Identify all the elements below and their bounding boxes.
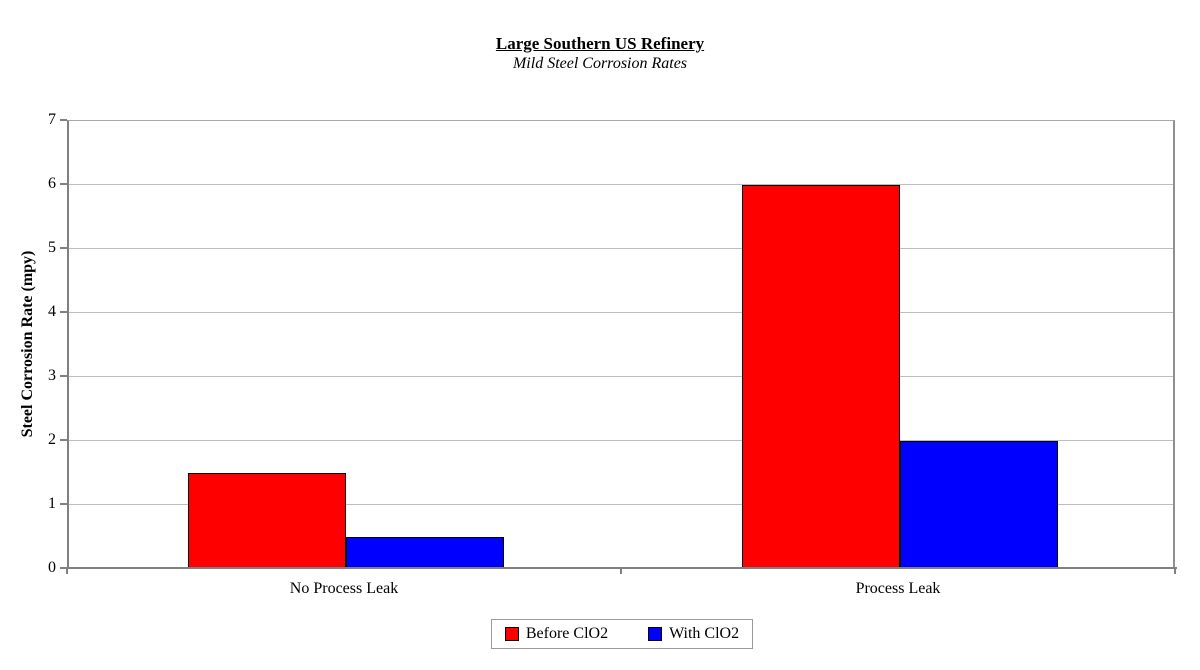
y-tick-label-6: 6 [48,175,56,192]
gridline-y2 [69,440,1173,441]
x-tick-mark-0 [66,568,68,574]
gridline-y6 [69,184,1173,185]
y-tick-mark-4 [60,311,67,313]
chart-title: Large Southern US Refinery [495,34,705,53]
y-tick-label-2: 2 [48,431,56,448]
chart-subtitle: Mild Steel Corrosion Rates [512,55,688,73]
legend-label: Before ClO2 [525,625,609,642]
y-tick-label-1: 1 [48,495,56,512]
gridline-y4 [69,312,1173,313]
y-tick-mark-1 [60,503,67,505]
y-tick-mark-0 [60,567,67,569]
bar-before-clo2-no-process-leak [188,473,346,569]
legend-entry-before-clo2: Before ClO2 [504,625,609,643]
legend-swatch-icon [648,627,663,641]
plot-area [67,120,1175,569]
x-tick-mark-1 [620,568,622,574]
y-tick-label-0: 0 [48,559,56,576]
y-tick-mark-3 [60,375,67,377]
y-tick-mark-5 [60,247,67,249]
bar-with-clo2-process-leak [900,441,1058,569]
legend-swatch-icon [504,627,519,641]
legend-label: With ClO2 [669,625,740,642]
legend-entry-with-clo2: With ClO2 [648,625,739,643]
gridline-y1 [69,504,1173,505]
y-tick-label-4: 4 [48,303,56,320]
legend: Before ClO2 With ClO2 [491,619,753,649]
x-category-label-0: No Process Leak [289,580,399,597]
y-tick-mark-2 [60,439,67,441]
y-tick-label-7: 7 [48,111,56,128]
bar-before-clo2-process-leak [742,185,900,569]
gridline-y5 [69,248,1173,249]
y-tick-label-5: 5 [48,239,56,256]
chart-titles: Large Southern US Refinery Mild Steel Co… [0,33,1200,74]
bar-with-clo2-no-process-leak [346,537,504,569]
x-axis-line [67,567,1177,569]
y-tick-mark-7 [60,119,67,121]
y-tick-mark-6 [60,183,67,185]
y-axis-title: Steel Corrosion Rate (mpy) [19,250,36,438]
gridline-y3 [69,376,1173,377]
x-tick-mark-2 [1174,568,1176,574]
x-category-label-1: Process Leak [855,580,941,597]
y-tick-label-3: 3 [48,367,56,384]
